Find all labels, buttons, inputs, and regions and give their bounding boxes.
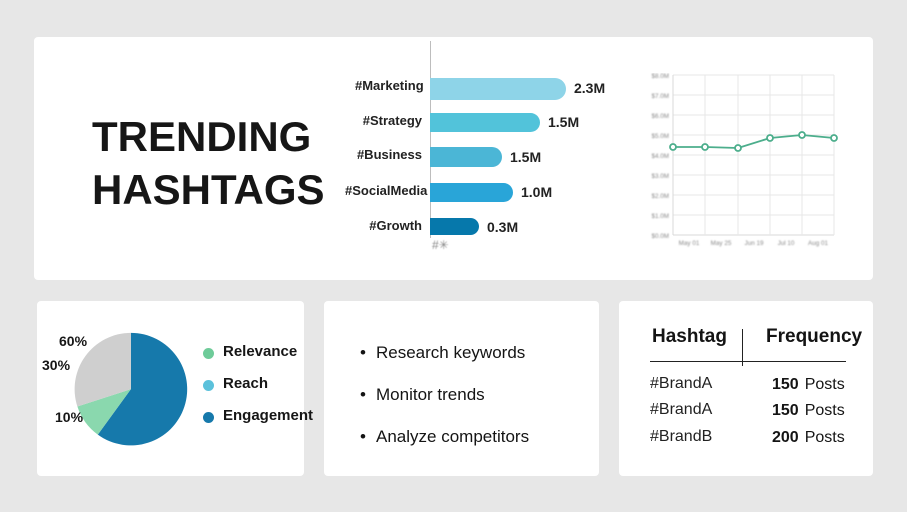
svg-text:Jul 10: Jul 10 xyxy=(778,240,795,247)
svg-text:Jun 19: Jun 19 xyxy=(745,240,764,247)
svg-text:$1.0M: $1.0M xyxy=(651,213,669,220)
svg-text:$0.0M: $0.0M xyxy=(651,233,669,240)
svg-text:$3.0M: $3.0M xyxy=(651,173,669,180)
svg-text:$2.0M: $2.0M xyxy=(651,193,669,200)
svg-text:Aug 01: Aug 01 xyxy=(808,240,828,247)
svg-text:$4.0M: $4.0M xyxy=(651,153,669,160)
svg-text:May 25: May 25 xyxy=(711,240,732,247)
svg-text:May 01: May 01 xyxy=(679,240,700,247)
svg-text:$7.0M: $7.0M xyxy=(651,93,669,100)
svg-text:$5.0M: $5.0M xyxy=(651,133,669,140)
svg-text:$6.0M: $6.0M xyxy=(651,113,669,120)
svg-text:$8.0M: $8.0M xyxy=(651,73,669,80)
